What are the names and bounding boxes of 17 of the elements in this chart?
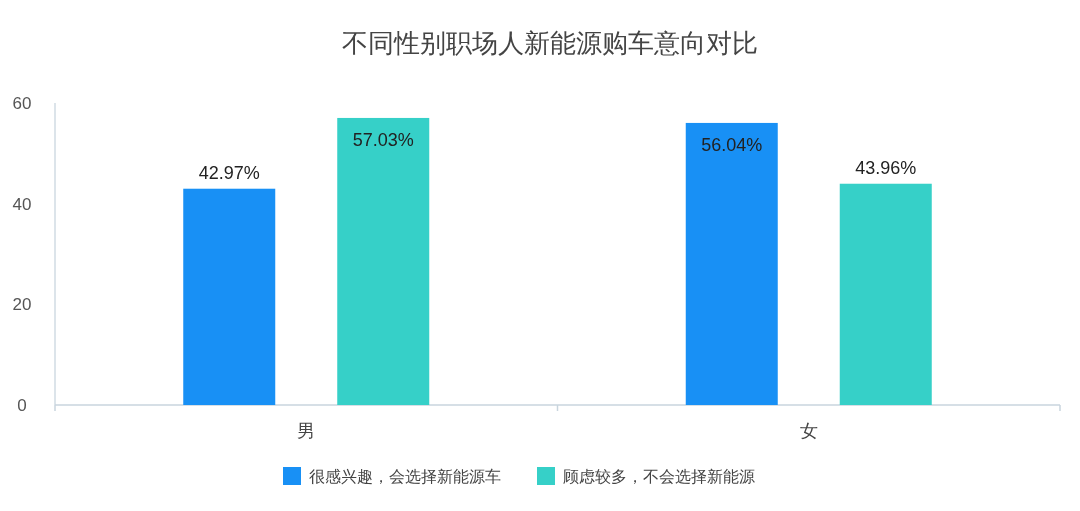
data-label: 43.96% [855, 157, 917, 178]
y-tick-label: 0 [17, 396, 27, 415]
data-label: 42.97% [198, 162, 260, 183]
y-tick-label: 20 [12, 295, 32, 315]
data-label: 56.04% [701, 134, 763, 155]
bar [839, 183, 932, 405]
x-tick-label: 男 [297, 421, 316, 441]
legend-label: 顾虑较多，不会选择新能源 [563, 468, 755, 485]
legend-label: 很感兴趣，会选择新能源车 [309, 468, 501, 485]
chart-title: 不同性别职场人新能源购车意向对比 [342, 28, 758, 58]
bar [183, 188, 276, 405]
bar [337, 117, 430, 405]
data-label: 57.03% [352, 129, 414, 150]
x-tick-label: 女 [799, 421, 818, 441]
bar [685, 122, 778, 405]
y-tick-label: 60 [12, 94, 32, 113]
y-tick-label: 40 [12, 194, 32, 214]
